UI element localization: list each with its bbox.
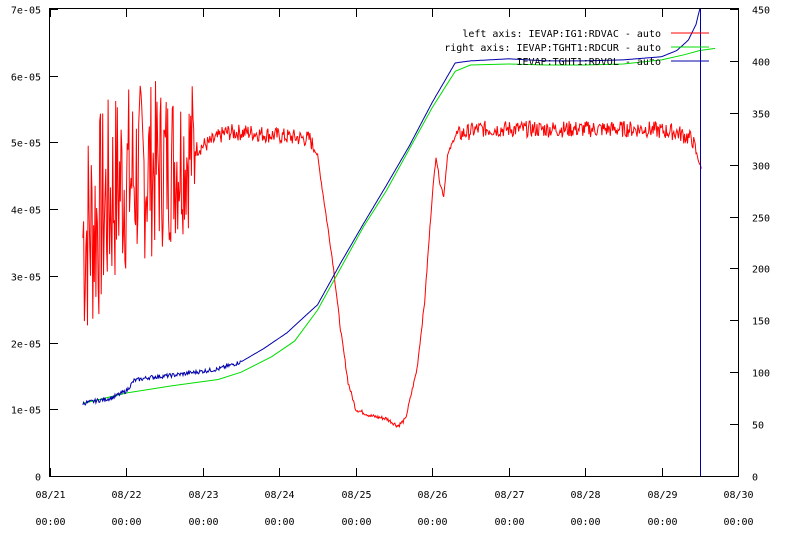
x-axis: 08/21 00:00 08/22 00:00 08/23 00:00 08/24 00:00… [35, 9, 754, 528]
series-line [82, 81, 702, 429]
x-tick-date: 08/24 [264, 490, 294, 501]
x-tick-date: 08/21 [35, 490, 65, 501]
x-tick-date: 08/30 [723, 490, 753, 501]
x-tick-date: 08/27 [494, 490, 524, 501]
x-tick-time: 00:00 [647, 517, 677, 528]
left-axis: 0 1e-05 2e-05 3e-05 4e-05 5e-05 6e-05 7e-05 [11, 6, 58, 484]
left-tick-label: 7e-05 [11, 6, 41, 17]
right-tick-label: 50 [752, 421, 764, 432]
series-line [82, 47, 716, 404]
left-tick-label: 2e-05 [11, 340, 41, 351]
right-tick-label: 450 [752, 6, 770, 17]
x-tick-time: 00:00 [723, 517, 753, 528]
right-tick-label: 350 [752, 110, 770, 121]
series-line [82, 8, 701, 406]
right-tick-label: 200 [752, 265, 770, 276]
x-tick-time: 00:00 [570, 517, 600, 528]
legend-label: right axis: IEVAP:TGHT1:RDCUR - auto [444, 43, 661, 54]
legend-label: IEVAP:TGHT1:RDVOL - auto [517, 57, 662, 68]
plot-frame [49, 8, 739, 477]
legend-label: left axis: IEVAP:IG1:RDVAC - auto [462, 29, 661, 40]
left-tick-label: 5e-05 [11, 139, 41, 150]
x-tick-date: 08/29 [647, 490, 677, 501]
series-layer [82, 8, 716, 476]
right-axis: 0 50 100 150 200 250 300 350 400 450 [730, 6, 770, 484]
left-tick-label: 0 [35, 473, 41, 484]
right-tick-label: 150 [752, 317, 770, 328]
x-tick-date: 08/28 [570, 490, 600, 501]
right-tick-label: 100 [752, 369, 770, 380]
right-tick-label: 400 [752, 58, 770, 69]
left-tick-label: 6e-05 [11, 73, 41, 84]
x-tick-time: 00:00 [35, 517, 65, 528]
right-tick-label: 0 [752, 473, 758, 484]
x-tick-time: 00:00 [264, 517, 294, 528]
x-tick-time: 00:00 [494, 517, 524, 528]
right-tick-label: 300 [752, 162, 770, 173]
x-tick-date: 08/23 [188, 490, 218, 501]
left-tick-label: 4e-05 [11, 206, 41, 217]
right-tick-label: 250 [752, 214, 770, 225]
x-tick-date: 08/26 [417, 490, 447, 501]
x-tick-date: 08/22 [111, 490, 141, 501]
left-tick-label: 1e-05 [11, 406, 41, 417]
x-tick-time: 00:00 [417, 517, 447, 528]
x-tick-time: 00:00 [188, 517, 218, 528]
x-tick-time: 00:00 [341, 517, 371, 528]
left-tick-label: 3e-05 [11, 273, 41, 284]
x-tick-time: 00:00 [111, 517, 141, 528]
x-tick-date: 08/25 [341, 490, 371, 501]
legend: left axis: IEVAP:IG1:RDVAC - auto right a… [444, 29, 709, 68]
